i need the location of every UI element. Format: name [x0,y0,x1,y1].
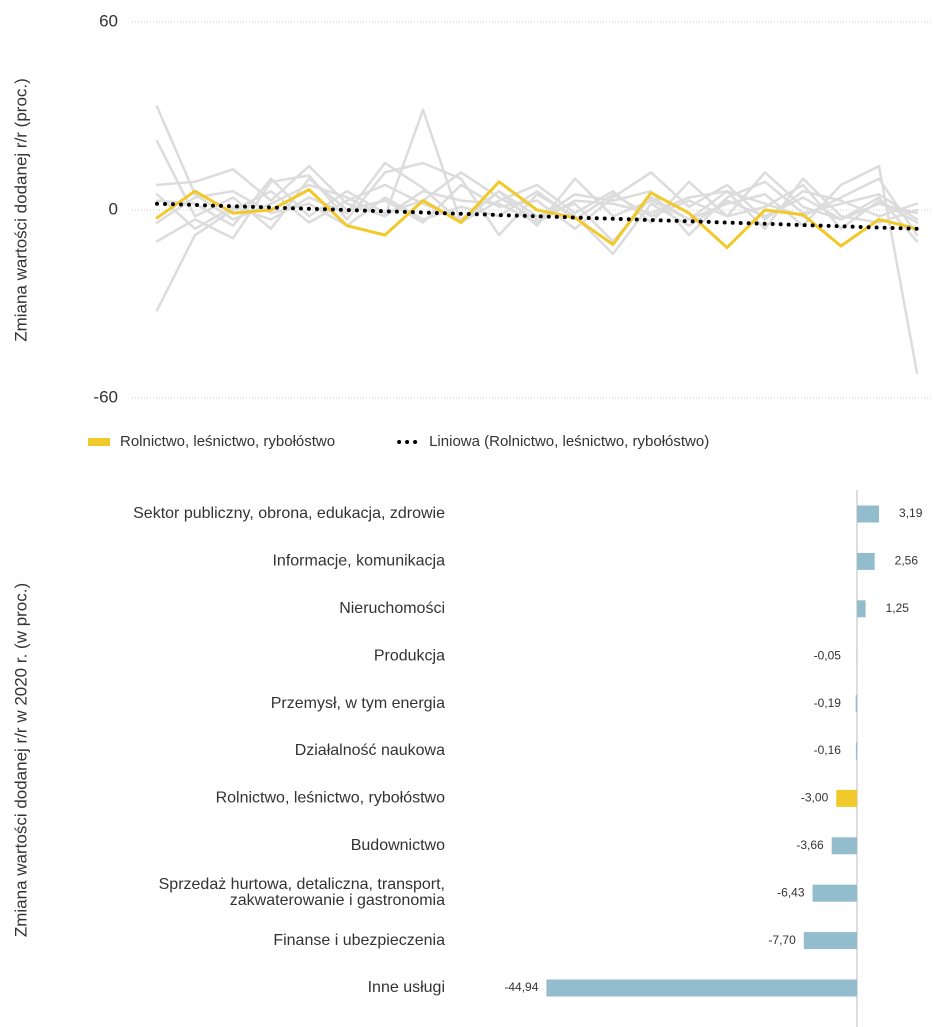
category-label: Produkcja [374,647,445,664]
trend-line [155,201,919,231]
category-label: Finanse i ubezpieczenia [273,932,445,949]
category-label: Budownictwo [351,837,445,854]
bar [831,837,857,855]
category-label: Sektor publiczny, obrona, edukacja, zdro… [133,505,445,522]
series-line [155,183,919,231]
category-label: Sprzedaż hurtowa, detaliczna, transport,… [159,876,445,909]
bar [812,884,857,902]
legend-label: Liniowa (Rolnictwo, leśnictwo, rybołóstw… [429,433,709,450]
category-label: Informacje, komunikacja [272,553,445,570]
legend-label: Rolnictwo, leśnictwo, rybołóstwo [120,433,335,450]
category-label: Nieruchomości [339,600,445,617]
value-label: -0,05 [814,648,842,662]
category-label: Rolnictwo, leśnictwo, rybołóstwo [216,790,446,807]
y-tick-label: 0 [109,199,118,218]
legend-swatch [88,438,110,446]
y-tick-label: -60 [93,387,118,406]
y-axis-label: Zmiana wartości dodanej r/r w 2020 r. (w… [11,583,30,937]
bar [803,932,857,950]
value-label: -0,19 [814,696,842,710]
y-tick-label: 60 [99,11,118,30]
series-line [155,161,919,231]
bar [856,552,875,570]
series-line [155,180,919,250]
bar [856,505,880,523]
bar [856,600,866,618]
value-label: 2,56 [895,554,919,568]
category-label: Inne usługi [368,979,445,996]
bar [836,789,857,807]
value-label: 1,25 [886,601,910,615]
value-label: -44,94 [504,980,538,994]
value-label: -0,16 [814,743,842,757]
bar [546,979,857,997]
value-label: -6,43 [777,885,805,899]
y-axis-label: Zmiana wartości dodanej r/r (proc.) [11,78,30,342]
category-label: Działalność naukowa [295,742,445,759]
series-line [155,108,919,224]
value-label: -7,70 [768,933,796,947]
series-line [155,171,919,237]
bar [855,695,857,713]
value-label: -3,66 [796,838,824,852]
category-label: Przemysł, w tym energia [271,695,445,712]
value-label: -3,00 [801,791,829,805]
value-label: 3,19 [899,506,923,520]
bar [855,742,857,760]
